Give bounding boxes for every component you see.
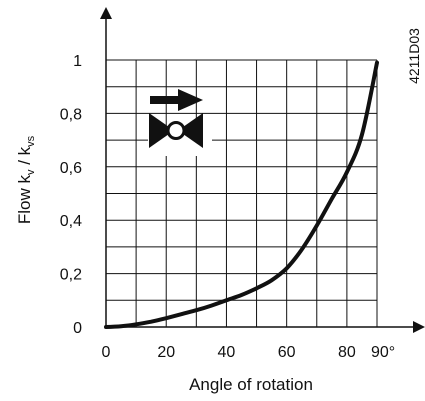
axes (100, 7, 425, 333)
figure-code: 4211D03 (406, 28, 422, 84)
valve-flow-direction-icon (148, 89, 212, 156)
grid (106, 59, 378, 327)
y-axis-title: Flow kv / kvs (15, 135, 37, 224)
x-tick-label: 20 (157, 344, 175, 361)
x-tick-label: 60 (278, 344, 296, 361)
x-tick-label: 90° (371, 344, 395, 361)
y-tick-label: 0 (73, 320, 82, 337)
y-tick-label: 0,8 (60, 106, 82, 123)
y-tick-label: 0,2 (60, 267, 82, 284)
x-axis-title: Angle of rotation (189, 375, 313, 394)
y-tick-label: 1 (73, 53, 82, 70)
y-tick-label: 0,6 (60, 160, 82, 177)
x-tick-label: 40 (218, 344, 236, 361)
x-tick-label: 80 (338, 344, 356, 361)
y-tick-labels: 0 0,2 0,4 0,6 0,8 1 (60, 53, 82, 337)
curve-layer (104, 60, 379, 329)
x-tick-label: 0 (102, 344, 111, 361)
y-tick-label: 0,4 (60, 213, 82, 230)
flow-curve-line (104, 60, 379, 329)
x-tick-labels: 0 20 40 60 80 90° (102, 344, 396, 361)
